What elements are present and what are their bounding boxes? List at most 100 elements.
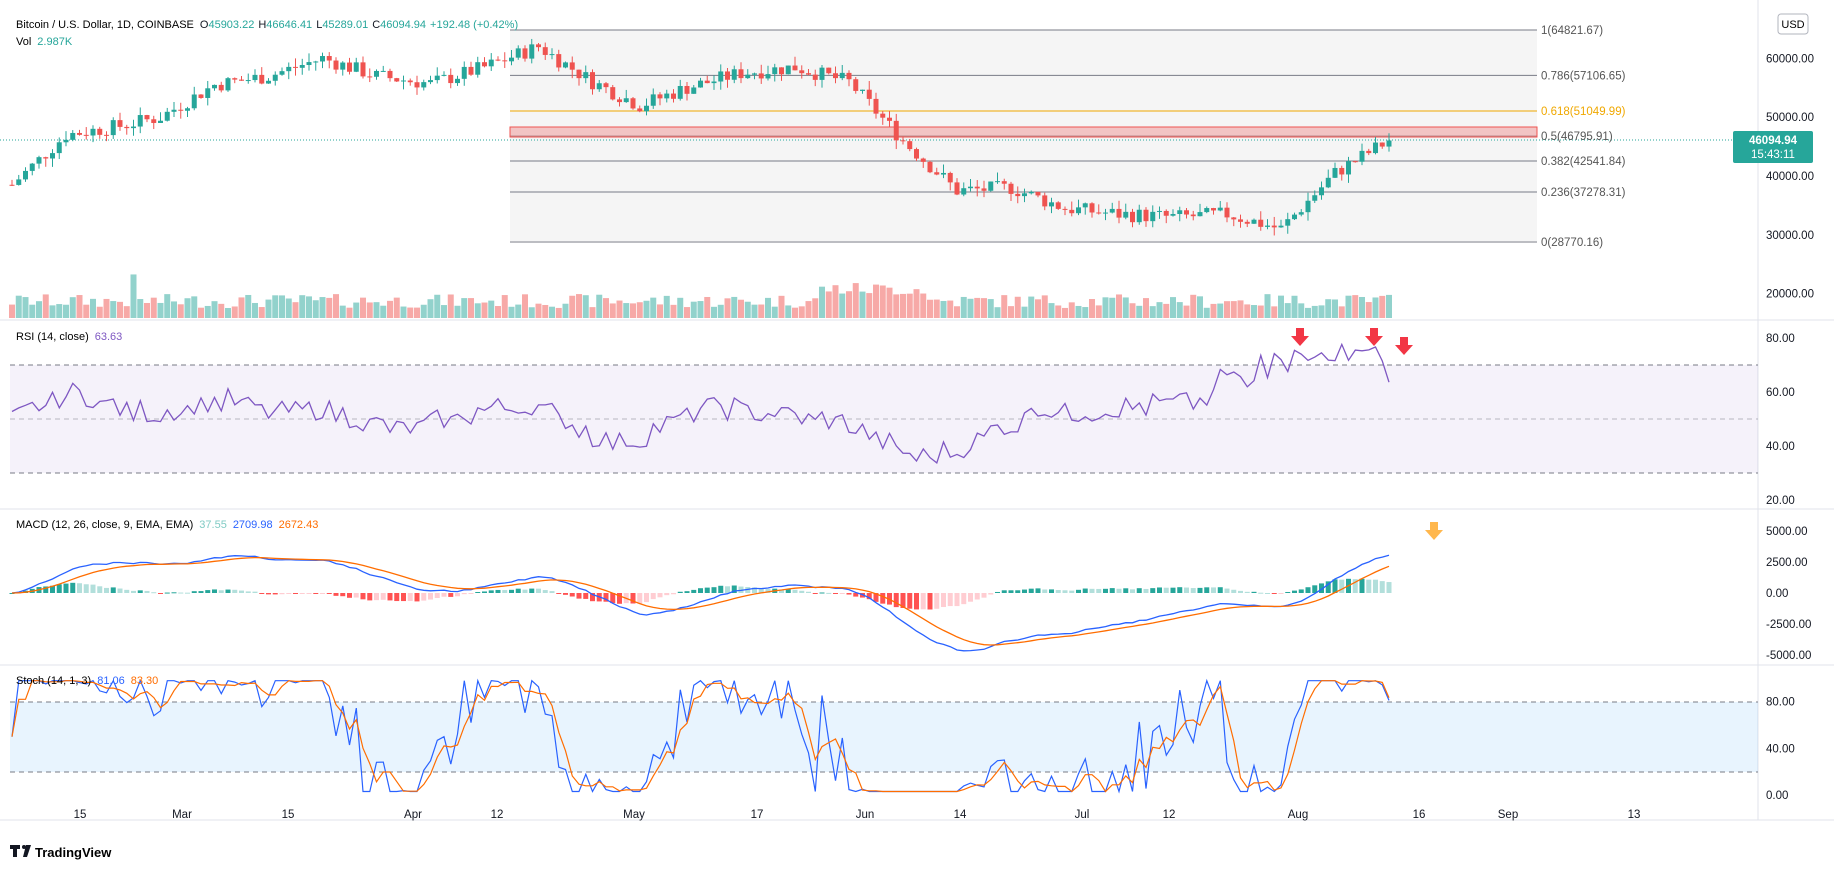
candle[interactable] [893, 120, 899, 141]
candle[interactable] [637, 108, 643, 112]
candle[interactable] [23, 170, 28, 180]
candle[interactable] [853, 79, 859, 91]
candle[interactable] [1150, 211, 1156, 222]
candle[interactable] [1359, 150, 1365, 162]
candle[interactable] [299, 65, 305, 68]
candle[interactable] [583, 72, 589, 79]
candle[interactable] [421, 82, 427, 88]
candle[interactable] [738, 69, 744, 79]
candle[interactable] [1211, 208, 1216, 211]
candle[interactable] [245, 80, 251, 82]
candle[interactable] [1366, 150, 1372, 154]
candle[interactable] [36, 157, 42, 164]
candle[interactable] [934, 172, 940, 175]
candle[interactable] [1204, 208, 1210, 213]
candle[interactable] [488, 59, 494, 67]
candle[interactable] [1109, 208, 1115, 213]
candle[interactable] [1163, 210, 1169, 216]
candle[interactable] [664, 93, 670, 99]
candle[interactable] [880, 113, 886, 118]
candle[interactable] [1103, 212, 1108, 214]
candle[interactable] [725, 71, 730, 80]
candle[interactable] [988, 181, 994, 191]
candle[interactable] [380, 70, 386, 72]
candle[interactable] [968, 186, 973, 189]
candle[interactable] [549, 54, 555, 56]
candle[interactable] [1069, 209, 1075, 214]
rsi-legend[interactable]: RSI (14, close) 63.63 [16, 331, 122, 343]
candle[interactable] [374, 70, 379, 77]
candle[interactable] [313, 61, 319, 63]
candle[interactable] [171, 109, 177, 112]
candle[interactable] [1265, 225, 1270, 227]
candle[interactable] [779, 67, 784, 75]
macd-line[interactable] [11, 554, 1390, 652]
candle[interactable] [1305, 200, 1311, 213]
candle[interactable] [731, 69, 737, 80]
resistance-zone[interactable] [509, 126, 1538, 138]
candle[interactable] [819, 67, 825, 80]
candle[interactable] [434, 75, 440, 81]
candle[interactable] [873, 98, 879, 114]
candle[interactable] [576, 69, 582, 79]
candle[interactable] [1157, 210, 1162, 212]
candle[interactable] [9, 184, 15, 186]
candle[interactable] [826, 67, 832, 74]
candle[interactable] [522, 48, 528, 59]
candle[interactable] [117, 120, 123, 127]
candle[interactable] [765, 74, 771, 79]
candle[interactable] [1062, 208, 1068, 210]
candle[interactable] [1319, 187, 1324, 196]
candle[interactable] [515, 48, 521, 58]
candle[interactable] [387, 70, 393, 79]
candle[interactable] [151, 119, 157, 123]
candle[interactable] [43, 157, 49, 159]
candle[interactable] [158, 120, 163, 123]
candle[interactable] [752, 73, 757, 75]
candle[interactable] [974, 186, 980, 189]
candle[interactable] [63, 139, 69, 143]
candle[interactable] [1096, 212, 1102, 214]
candle[interactable] [104, 134, 109, 136]
stoch-d-line[interactable] [11, 680, 1390, 793]
candle[interactable] [887, 117, 892, 121]
candle[interactable] [758, 73, 764, 79]
candle[interactable] [1184, 210, 1189, 215]
candle[interactable] [455, 78, 460, 84]
candle[interactable] [617, 99, 622, 103]
candle[interactable] [1089, 203, 1095, 213]
candle[interactable] [448, 74, 454, 84]
candle[interactable] [954, 182, 960, 195]
candle[interactable] [306, 62, 312, 66]
stoch-legend[interactable]: Stoch (14, 1, 3) 81.06 83.30 [16, 675, 158, 687]
candle[interactable] [1312, 195, 1318, 201]
candle[interactable] [1015, 193, 1021, 197]
candle[interactable] [70, 132, 76, 140]
candle[interactable] [1217, 207, 1223, 211]
candle[interactable] [657, 94, 663, 99]
candle[interactable] [367, 76, 373, 78]
candle[interactable] [1022, 193, 1027, 197]
tradingview-logo-icon[interactable] [10, 845, 31, 857]
candles[interactable] [9, 38, 1392, 236]
candle[interactable] [1136, 209, 1142, 223]
candle[interactable] [1238, 219, 1243, 222]
candle[interactable] [563, 62, 568, 68]
candle[interactable] [360, 62, 366, 77]
candle[interactable] [1001, 181, 1007, 184]
candle[interactable] [461, 66, 467, 79]
candle[interactable] [509, 57, 514, 62]
candle[interactable] [1055, 202, 1061, 209]
candle[interactable] [529, 44, 535, 59]
candle[interactable] [428, 80, 433, 83]
candle[interactable] [1190, 214, 1196, 217]
legend-volume[interactable]: Vol 2.987K [16, 36, 73, 48]
candle[interactable] [1028, 191, 1034, 194]
macd-legend[interactable]: MACD (12, 26, close, 9, EMA, EMA) 37.55 27… [16, 519, 318, 531]
candle[interactable] [205, 88, 211, 98]
candle[interactable] [29, 163, 35, 171]
candle[interactable] [110, 120, 116, 136]
currency-button[interactable] [1777, 13, 1809, 35]
candle[interactable] [16, 179, 22, 185]
